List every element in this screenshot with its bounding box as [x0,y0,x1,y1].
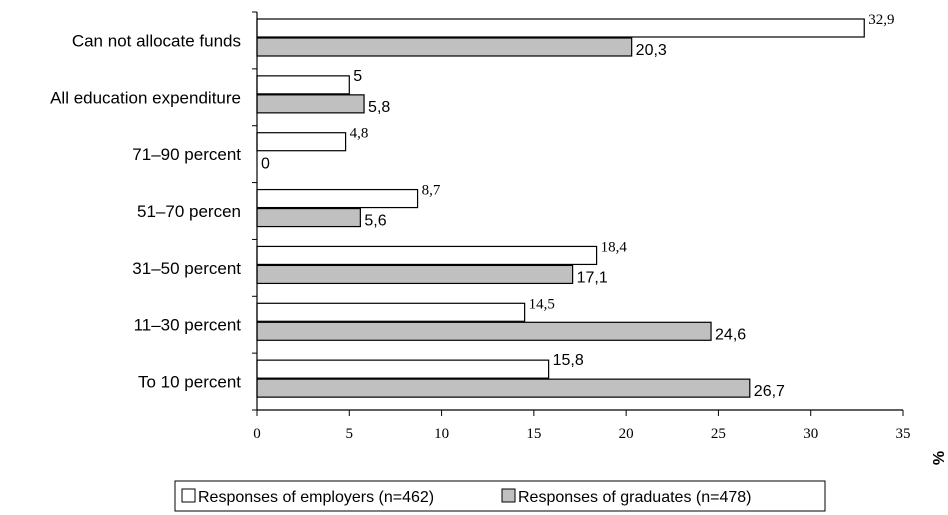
x-ticks: 0 5 10 15 20 25 30 35 [253,410,911,442]
category-label: 51–70 percen [137,202,241,221]
bar-graduates [256,207,361,228]
bar-employers [256,75,350,95]
bar-employers [256,188,419,209]
x-tick-label: 25 [711,426,726,442]
legend-label-employers: Responses of employers (n=462) [198,489,434,506]
category-label: 11–30 percent [134,316,242,335]
category-label: To 10 percent [138,373,241,392]
x-tick-label: 0 [253,426,261,442]
x-tick-label: 5 [346,426,354,442]
category-label: 31–50 percent [132,259,241,278]
x-tick-label: 15 [526,426,541,442]
data-label-employers: 15,8 [553,352,584,369]
x-tick-label: 35 [896,426,911,442]
bar-graduates [256,94,365,114]
x-tick-label: 10 [434,426,449,442]
category-labels: Can not allocate funds All education expe… [50,31,241,391]
bar-employers [256,359,550,379]
bar-graduates [256,378,751,398]
data-label-graduates: 0 [261,156,270,173]
legend-label-graduates: Responses of graduates (n=478) [518,489,751,506]
data-label-employers: 32,9 [868,12,894,28]
bar-employers [256,302,526,322]
data-label-graduates: 20,3 [636,42,667,59]
x-axis-unit-label: % [931,451,948,465]
data-label-graduates: 5,8 [368,99,390,116]
category-label: All education expenditure [50,88,241,107]
data-label-employers: 5 [353,68,362,85]
value-labels: 32,9 20,3 5 5,8 4,8 0 8,7 5,6 18,4 17,1 14,5 24,6 15… [261,12,894,400]
legend-swatch-graduates [501,488,516,503]
x-tick-label: 30 [803,426,818,442]
data-label-employers: 18,4 [601,239,628,255]
bar-employers [256,132,347,152]
category-label: 71–90 percent [132,145,241,164]
data-label-graduates: 26,7 [754,383,785,400]
bar-graduates [256,321,712,341]
legend: Responses of employers (n=462) Responses… [174,480,826,512]
bar-employers [256,18,865,38]
category-label: Can not allocate funds [72,31,241,50]
data-label-employers: 4,8 [350,126,369,142]
legend-box [174,480,826,512]
axes [252,11,903,411]
x-tick-label: 20 [619,426,634,442]
bar-employers [256,245,598,266]
bars [256,18,865,398]
data-label-employers: 14,5 [529,296,555,312]
legend-swatch-employers [181,488,196,503]
bar-graduates [256,264,574,285]
data-label-graduates: 5,6 [364,213,386,230]
data-label-graduates: 17,1 [577,269,608,286]
data-label-employers: 8,7 [422,183,441,199]
data-label-graduates: 24,6 [715,326,746,343]
bar-graduates [256,37,633,57]
